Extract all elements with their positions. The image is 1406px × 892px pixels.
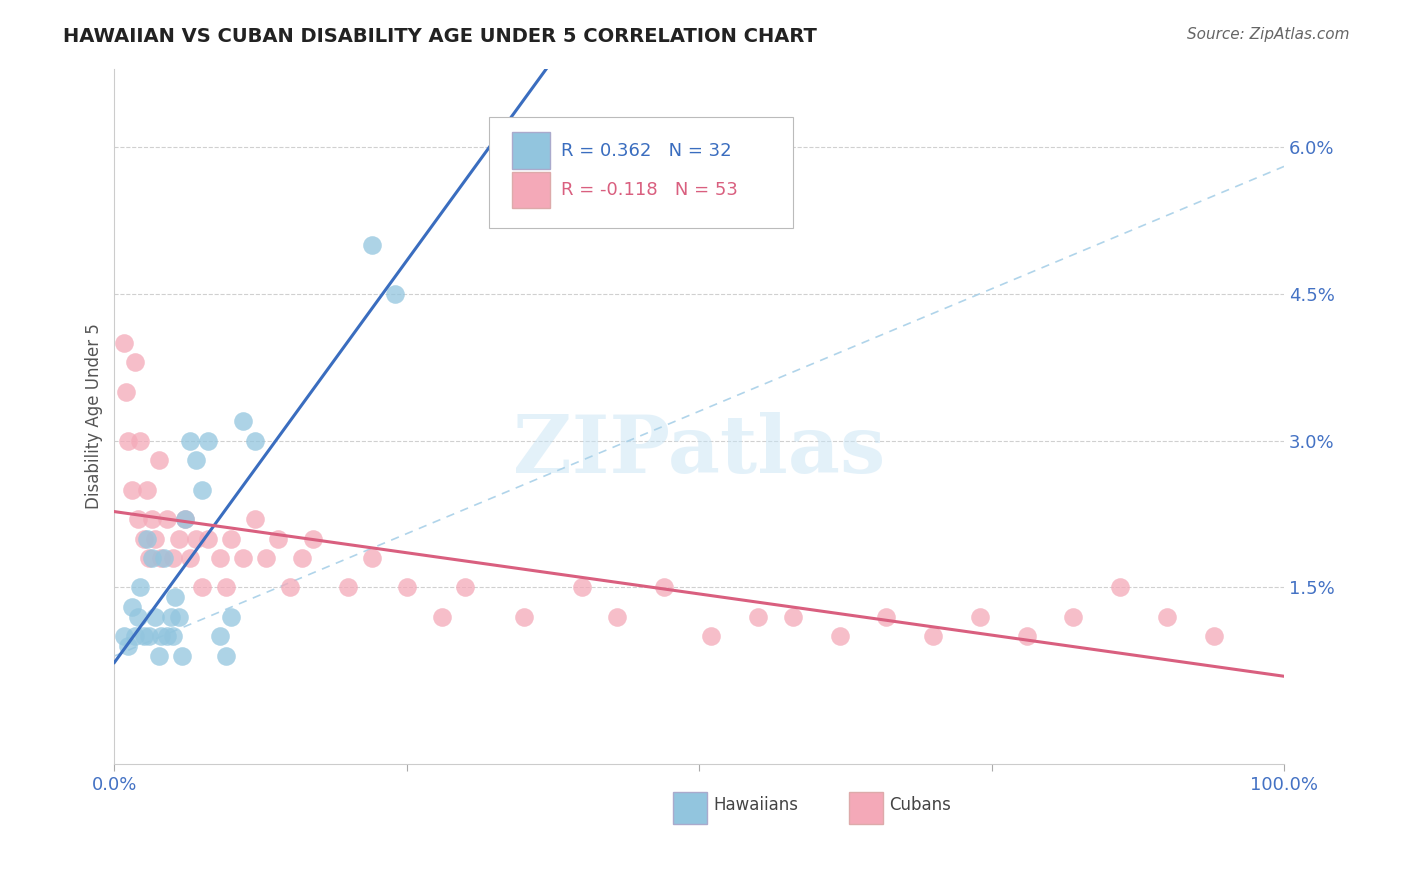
Point: [165, 591, 187, 605]
Point: [454, 581, 477, 595]
Point: [143, 532, 166, 546]
Point: [186, 453, 208, 467]
Point: [1202, 629, 1225, 643]
Point: [141, 551, 163, 566]
Point: [179, 434, 201, 448]
Point: [221, 532, 243, 546]
Point: [121, 483, 143, 497]
Point: [360, 551, 382, 566]
Point: [430, 610, 453, 624]
FancyBboxPatch shape: [489, 117, 793, 228]
Point: [173, 512, 195, 526]
Point: [162, 629, 184, 643]
Point: [969, 610, 991, 624]
Point: [1063, 610, 1085, 624]
Point: [384, 286, 406, 301]
Point: [141, 512, 163, 526]
Text: R = -0.118   N = 53: R = -0.118 N = 53: [561, 181, 738, 199]
Point: [214, 648, 236, 663]
Point: [208, 551, 231, 566]
Point: [214, 581, 236, 595]
Point: [156, 629, 179, 643]
Point: [127, 610, 149, 624]
Point: [156, 512, 179, 526]
Point: [302, 532, 325, 546]
Point: [150, 629, 173, 643]
Point: [360, 237, 382, 252]
Y-axis label: Disability Age Under 5: Disability Age Under 5: [86, 323, 103, 509]
Point: [290, 551, 312, 566]
Point: [127, 512, 149, 526]
Text: HAWAIIAN VS CUBAN DISABILITY AGE UNDER 5 CORRELATION CHART: HAWAIIAN VS CUBAN DISABILITY AGE UNDER 5…: [63, 27, 817, 45]
Text: R = 0.362   N = 32: R = 0.362 N = 32: [561, 142, 733, 160]
Point: [828, 629, 851, 643]
Point: [150, 551, 173, 566]
Point: [232, 414, 254, 428]
Point: [124, 355, 146, 369]
Point: [186, 532, 208, 546]
Text: Cubans: Cubans: [889, 797, 950, 814]
Point: [115, 384, 138, 399]
Point: [267, 532, 290, 546]
Point: [243, 512, 266, 526]
Point: [922, 629, 945, 643]
Point: [337, 581, 360, 595]
Point: [148, 648, 170, 663]
Point: [652, 581, 675, 595]
Point: [1156, 610, 1178, 624]
Point: [148, 453, 170, 467]
Point: [112, 335, 135, 350]
Point: [117, 639, 139, 653]
Point: [179, 551, 201, 566]
Point: [191, 581, 214, 595]
Point: [747, 610, 769, 624]
Point: [197, 532, 219, 546]
Point: [132, 629, 155, 643]
Point: [278, 581, 301, 595]
FancyBboxPatch shape: [849, 792, 883, 824]
Point: [571, 581, 593, 595]
Point: [138, 551, 160, 566]
Text: Hawaiians: Hawaiians: [713, 797, 799, 814]
Point: [167, 610, 190, 624]
Point: [172, 648, 194, 663]
Point: [232, 551, 254, 566]
Point: [1109, 581, 1132, 595]
Point: [513, 610, 536, 624]
Point: [138, 629, 160, 643]
Point: [159, 610, 181, 624]
Point: [121, 600, 143, 615]
Point: [1015, 629, 1038, 643]
FancyBboxPatch shape: [673, 792, 707, 824]
Point: [117, 434, 139, 448]
Point: [143, 610, 166, 624]
Point: [197, 434, 219, 448]
Point: [243, 434, 266, 448]
Point: [132, 532, 155, 546]
Point: [124, 629, 146, 643]
Point: [112, 629, 135, 643]
Point: [129, 581, 152, 595]
Point: [136, 532, 159, 546]
Point: [191, 483, 214, 497]
Point: [152, 551, 174, 566]
Point: [395, 581, 418, 595]
Point: [136, 483, 159, 497]
Point: [875, 610, 897, 624]
FancyBboxPatch shape: [512, 133, 550, 169]
Point: [208, 629, 231, 643]
Point: [173, 512, 195, 526]
Text: ZIPatlas: ZIPatlas: [513, 412, 886, 490]
Point: [700, 629, 723, 643]
Point: [782, 610, 804, 624]
Point: [256, 551, 278, 566]
Point: [221, 610, 243, 624]
Point: [167, 532, 190, 546]
Point: [129, 434, 152, 448]
Text: Source: ZipAtlas.com: Source: ZipAtlas.com: [1187, 27, 1350, 42]
FancyBboxPatch shape: [512, 172, 550, 208]
Point: [162, 551, 184, 566]
Point: [606, 610, 628, 624]
